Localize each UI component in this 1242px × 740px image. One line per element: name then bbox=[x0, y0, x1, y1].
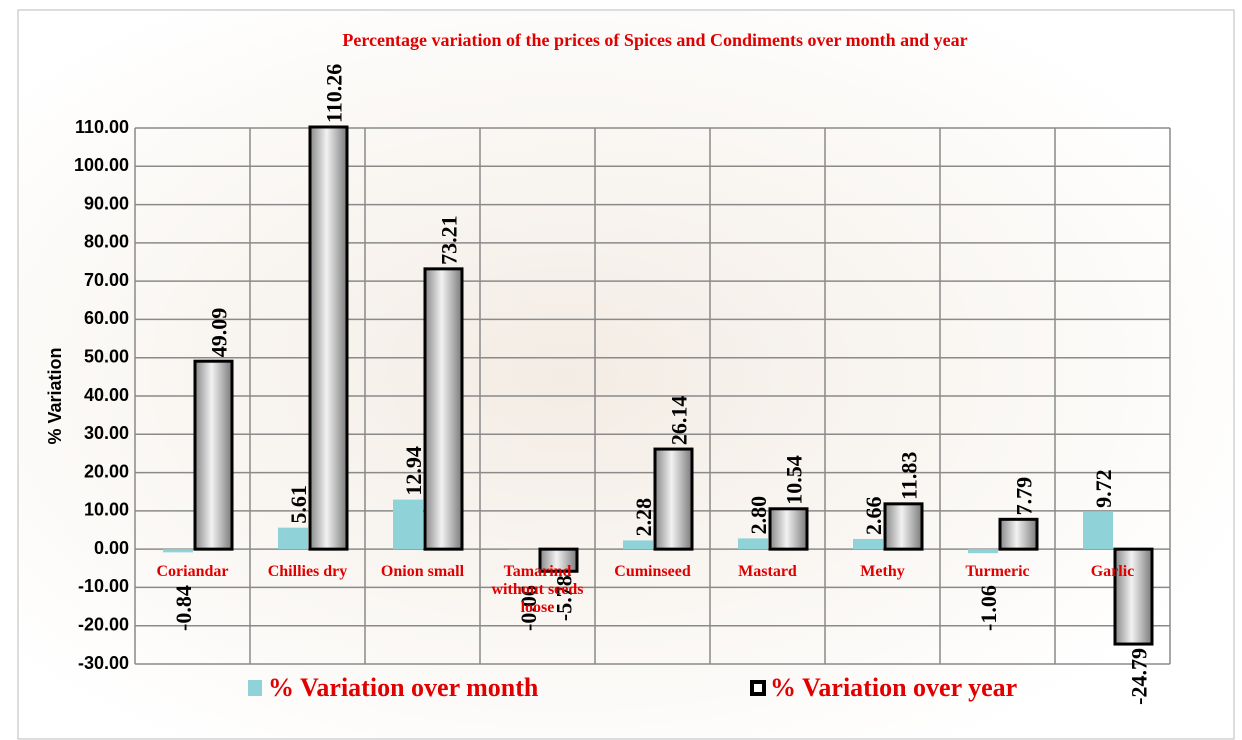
y-tick-label: -10.00 bbox=[78, 576, 129, 596]
legend-label: % Variation over month bbox=[268, 673, 539, 702]
y-tick-label: 40.00 bbox=[84, 385, 129, 405]
x-tick-label: Cuminseed bbox=[614, 563, 691, 581]
bar bbox=[623, 540, 653, 550]
y-tick-label: 100.00 bbox=[74, 155, 129, 175]
y-tick-label: 90.00 bbox=[84, 193, 129, 213]
value-label: 110.26 bbox=[322, 64, 347, 123]
bar bbox=[1113, 547, 1154, 646]
value-label: 11.83 bbox=[897, 452, 922, 500]
value-label: 12.94 bbox=[401, 446, 426, 496]
value-label: 5.61 bbox=[286, 485, 311, 524]
x-tick-label: Chillies dry bbox=[267, 563, 348, 581]
x-tick-label: Tamarind without seeds loose bbox=[491, 563, 584, 617]
value-label: -24.79 bbox=[1127, 648, 1152, 705]
bar bbox=[308, 125, 349, 551]
bar bbox=[423, 267, 464, 551]
value-label: -0.84 bbox=[171, 585, 196, 631]
value-label: 73.21 bbox=[437, 215, 462, 265]
y-tick-label: -20.00 bbox=[78, 614, 129, 634]
legend-marker bbox=[750, 680, 766, 696]
y-tick-label: 60.00 bbox=[84, 308, 129, 328]
value-label: -0.06 bbox=[516, 585, 541, 631]
x-tick-label: Turmeric bbox=[965, 563, 1030, 581]
bar bbox=[538, 547, 579, 573]
y-tick-label: 20.00 bbox=[84, 461, 129, 481]
bar bbox=[1083, 511, 1113, 550]
x-tick-label: Onion small bbox=[380, 563, 465, 581]
value-label: 26.14 bbox=[667, 396, 692, 446]
value-label: 49.09 bbox=[207, 308, 232, 358]
y-tick-label: 70.00 bbox=[84, 270, 129, 290]
y-tick-label: 50.00 bbox=[84, 346, 129, 366]
y-tick-label: 10.00 bbox=[84, 500, 129, 520]
bar bbox=[653, 447, 694, 551]
bar bbox=[738, 538, 768, 550]
bar bbox=[393, 499, 423, 550]
value-label: 9.72 bbox=[1091, 469, 1116, 508]
x-tick-label: Methy bbox=[860, 563, 905, 581]
value-label: 7.79 bbox=[1012, 477, 1037, 516]
value-label: 2.66 bbox=[861, 496, 886, 535]
bar bbox=[193, 359, 234, 551]
value-label: -1.06 bbox=[976, 585, 1001, 631]
chart-title: Percentage variation of the prices of Sp… bbox=[342, 30, 967, 50]
bar bbox=[853, 538, 883, 550]
y-tick-label: 110.00 bbox=[75, 117, 129, 137]
x-tick-label: Coriandar bbox=[156, 563, 229, 581]
value-label: -5.78 bbox=[552, 575, 577, 621]
bar bbox=[163, 549, 193, 553]
value-label: 10.54 bbox=[782, 455, 807, 505]
x-tick-label: Garlic bbox=[1090, 563, 1135, 581]
legend-label: % Variation over year bbox=[770, 673, 1017, 702]
y-tick-label: -30.00 bbox=[78, 653, 129, 673]
bar bbox=[883, 502, 924, 551]
legend-marker bbox=[248, 680, 262, 696]
bar bbox=[968, 549, 998, 554]
bar bbox=[768, 507, 809, 551]
bar bbox=[998, 517, 1039, 551]
y-axis-label: % Variation bbox=[45, 347, 65, 444]
y-tick-label: 30.00 bbox=[84, 423, 129, 443]
y-tick-label: 0.00 bbox=[94, 538, 129, 558]
value-label: 2.28 bbox=[631, 498, 656, 537]
x-tick-label: Mastard bbox=[738, 563, 797, 581]
y-tick-label: 80.00 bbox=[84, 232, 129, 252]
value-label: 2.80 bbox=[746, 496, 771, 535]
bar bbox=[278, 527, 308, 550]
